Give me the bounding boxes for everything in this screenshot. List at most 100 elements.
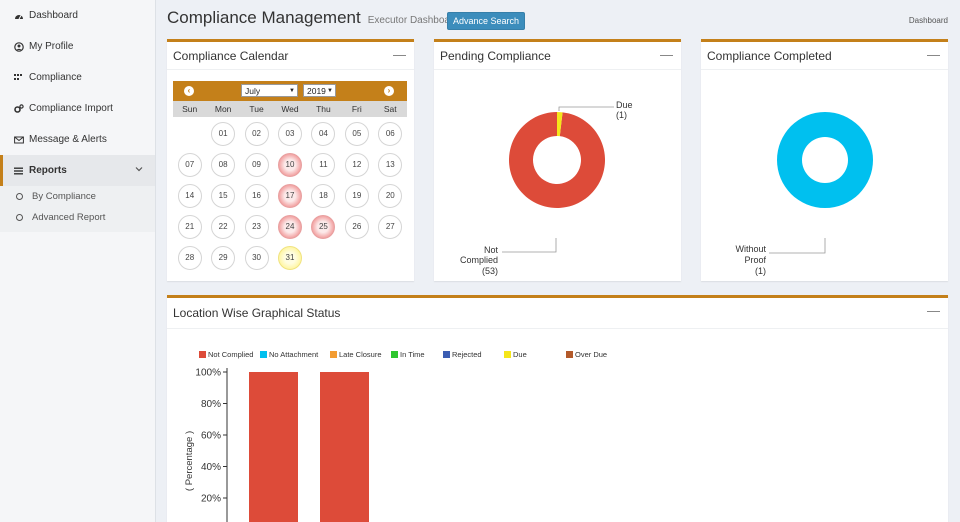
calendar-day[interactable]: 12 bbox=[340, 149, 373, 180]
location-bar-chart: 100% 80% 60% 40% 20% ( Percentage ) bbox=[184, 368, 369, 522]
legend-item[interactable]: Not Complied bbox=[199, 350, 260, 359]
calendar-day[interactable]: 04 bbox=[307, 118, 340, 149]
completed-donut-chart: Without Proof (1) bbox=[735, 112, 873, 276]
envelope-icon bbox=[14, 135, 24, 145]
calendar-day-number: 03 bbox=[277, 121, 302, 146]
sidebar-item-label: Dashboard bbox=[29, 10, 78, 21]
bar-not-complied[interactable] bbox=[320, 372, 369, 522]
calendar-day[interactable]: 20 bbox=[374, 180, 407, 211]
calendar-day-number: 16 bbox=[244, 183, 269, 208]
legend-item[interactable]: No Attachment bbox=[260, 350, 330, 359]
calendar-day[interactable]: 28 bbox=[173, 242, 206, 273]
calendar-day-number: 04 bbox=[311, 121, 336, 146]
minus-icon[interactable]: — bbox=[927, 303, 940, 318]
pending-donut-chart: Due (1) Not Complied (53) bbox=[460, 100, 633, 276]
calendar-day[interactable]: 02 bbox=[240, 118, 273, 149]
gears-icon bbox=[14, 103, 24, 114]
calendar-day-number: 18 bbox=[311, 183, 336, 208]
weekday-label: Thu bbox=[316, 104, 331, 114]
legend-label: Rejected bbox=[452, 350, 482, 359]
calendar-day[interactable]: 25 bbox=[307, 211, 340, 242]
calendar-day[interactable]: 01 bbox=[206, 118, 239, 149]
legend-item[interactable]: Due bbox=[504, 350, 566, 359]
calendar-day-number: 28 bbox=[177, 245, 202, 270]
calendar-day[interactable]: 03 bbox=[273, 118, 306, 149]
panel-header: Compliance Calendar — bbox=[167, 42, 414, 70]
sidebar-subitem-label: Advanced Report bbox=[32, 212, 106, 223]
calendar-day[interactable]: 10 bbox=[273, 149, 306, 180]
next-month-icon[interactable]: › bbox=[384, 86, 394, 96]
calendar-day[interactable]: 15 bbox=[206, 180, 239, 211]
weekday-label: Fri bbox=[351, 104, 362, 114]
y-axis-label: ( Percentage ) bbox=[184, 431, 195, 491]
calendar-day[interactable]: 14 bbox=[173, 180, 206, 211]
calendar-day[interactable]: 26 bbox=[340, 211, 373, 242]
sidebar-subitem-by-compliance[interactable]: By Compliance bbox=[0, 186, 155, 207]
prev-month-icon[interactable]: ‹ bbox=[184, 86, 194, 96]
legend-item[interactable]: In Time bbox=[391, 350, 443, 359]
count-without-proof: (1) bbox=[755, 266, 766, 276]
legend-item[interactable]: Rejected bbox=[443, 350, 504, 359]
weekday-label: Sat bbox=[383, 104, 397, 114]
legend-item[interactable]: Late Closure bbox=[330, 350, 391, 359]
calendar-day-number: 02 bbox=[244, 121, 269, 146]
calendar-day-number: 05 bbox=[344, 121, 369, 146]
breadcrumb[interactable]: Dashboard bbox=[908, 16, 948, 25]
donut-segment-due[interactable] bbox=[557, 112, 563, 137]
sidebar-item-my-profile[interactable]: My Profile bbox=[0, 31, 155, 62]
calendar-day[interactable]: 08 bbox=[206, 149, 239, 180]
calendar-day[interactable]: 07 bbox=[173, 149, 206, 180]
calendar-day[interactable]: 22 bbox=[206, 211, 239, 242]
sidebar-item-reports[interactable]: Reports bbox=[0, 155, 155, 186]
year-select[interactable]: 2019 ▼ bbox=[303, 84, 336, 97]
panel-header: Pending Compliance — bbox=[434, 42, 681, 70]
sidebar: Dashboard My Profile Compliance Complian… bbox=[0, 0, 156, 522]
legend-swatch bbox=[566, 351, 573, 358]
calendar-day-number: 22 bbox=[211, 214, 236, 239]
y-tick-label: 60% bbox=[201, 431, 221, 442]
month-select[interactable]: July ▼ bbox=[241, 84, 298, 97]
sidebar-item-compliance-import[interactable]: Compliance Import bbox=[0, 93, 155, 124]
calendar-day[interactable]: 11 bbox=[307, 149, 340, 180]
minus-icon[interactable]: — bbox=[393, 47, 406, 62]
sidebar-subitem-advanced-report[interactable]: Advanced Report bbox=[0, 207, 155, 228]
calendar-day[interactable]: 21 bbox=[173, 211, 206, 242]
calendar-day[interactable]: 13 bbox=[374, 149, 407, 180]
legend-label: Due bbox=[513, 350, 527, 359]
label-not-complied-line1: Not bbox=[484, 245, 499, 255]
sidebar-item-compliance[interactable]: Compliance bbox=[0, 62, 155, 93]
legend-item[interactable]: Over Due bbox=[566, 350, 636, 359]
calendar-day[interactable]: 31 bbox=[273, 242, 306, 273]
calendar-day[interactable]: 30 bbox=[240, 242, 273, 273]
calendar-day-number: 21 bbox=[177, 214, 202, 239]
minus-icon[interactable]: — bbox=[660, 47, 673, 62]
panel-header: Location Wise Graphical Status — bbox=[167, 298, 948, 329]
legend-label: Over Due bbox=[575, 350, 608, 359]
reports-submenu: By Compliance Advanced Report bbox=[0, 186, 155, 232]
calendar-day-number: 19 bbox=[344, 183, 369, 208]
calendar-day[interactable]: 17 bbox=[273, 180, 306, 211]
chevron-down-icon[interactable] bbox=[135, 165, 143, 176]
calendar-day[interactable]: 23 bbox=[240, 211, 273, 242]
bar-not-complied[interactable] bbox=[249, 372, 298, 522]
sidebar-item-message-alerts[interactable]: Message & Alerts bbox=[0, 124, 155, 155]
calendar-day-number: 06 bbox=[378, 121, 403, 146]
leader-line-not-complied bbox=[502, 238, 557, 253]
calendar-day[interactable]: 16 bbox=[240, 180, 273, 211]
donut-segment-not-complied[interactable] bbox=[509, 112, 605, 208]
calendar-day[interactable]: 09 bbox=[240, 149, 273, 180]
calendar-day-number: 12 bbox=[344, 152, 369, 177]
sidebar-item-dashboard[interactable]: Dashboard bbox=[0, 0, 155, 31]
calendar-day[interactable]: 06 bbox=[374, 118, 407, 149]
calendar-day[interactable]: 05 bbox=[340, 118, 373, 149]
calendar-day[interactable]: 19 bbox=[340, 180, 373, 211]
calendar-day[interactable]: 27 bbox=[374, 211, 407, 242]
calendar-day[interactable]: 18 bbox=[307, 180, 340, 211]
list-icon bbox=[14, 166, 24, 176]
calendar-day[interactable]: 24 bbox=[273, 211, 306, 242]
calendar-day[interactable]: 29 bbox=[206, 242, 239, 273]
circle-icon bbox=[16, 193, 23, 200]
advance-search-button[interactable]: Advance Search bbox=[447, 12, 526, 30]
donut-segment-without-proof[interactable] bbox=[777, 112, 873, 208]
minus-icon[interactable]: — bbox=[927, 47, 940, 62]
